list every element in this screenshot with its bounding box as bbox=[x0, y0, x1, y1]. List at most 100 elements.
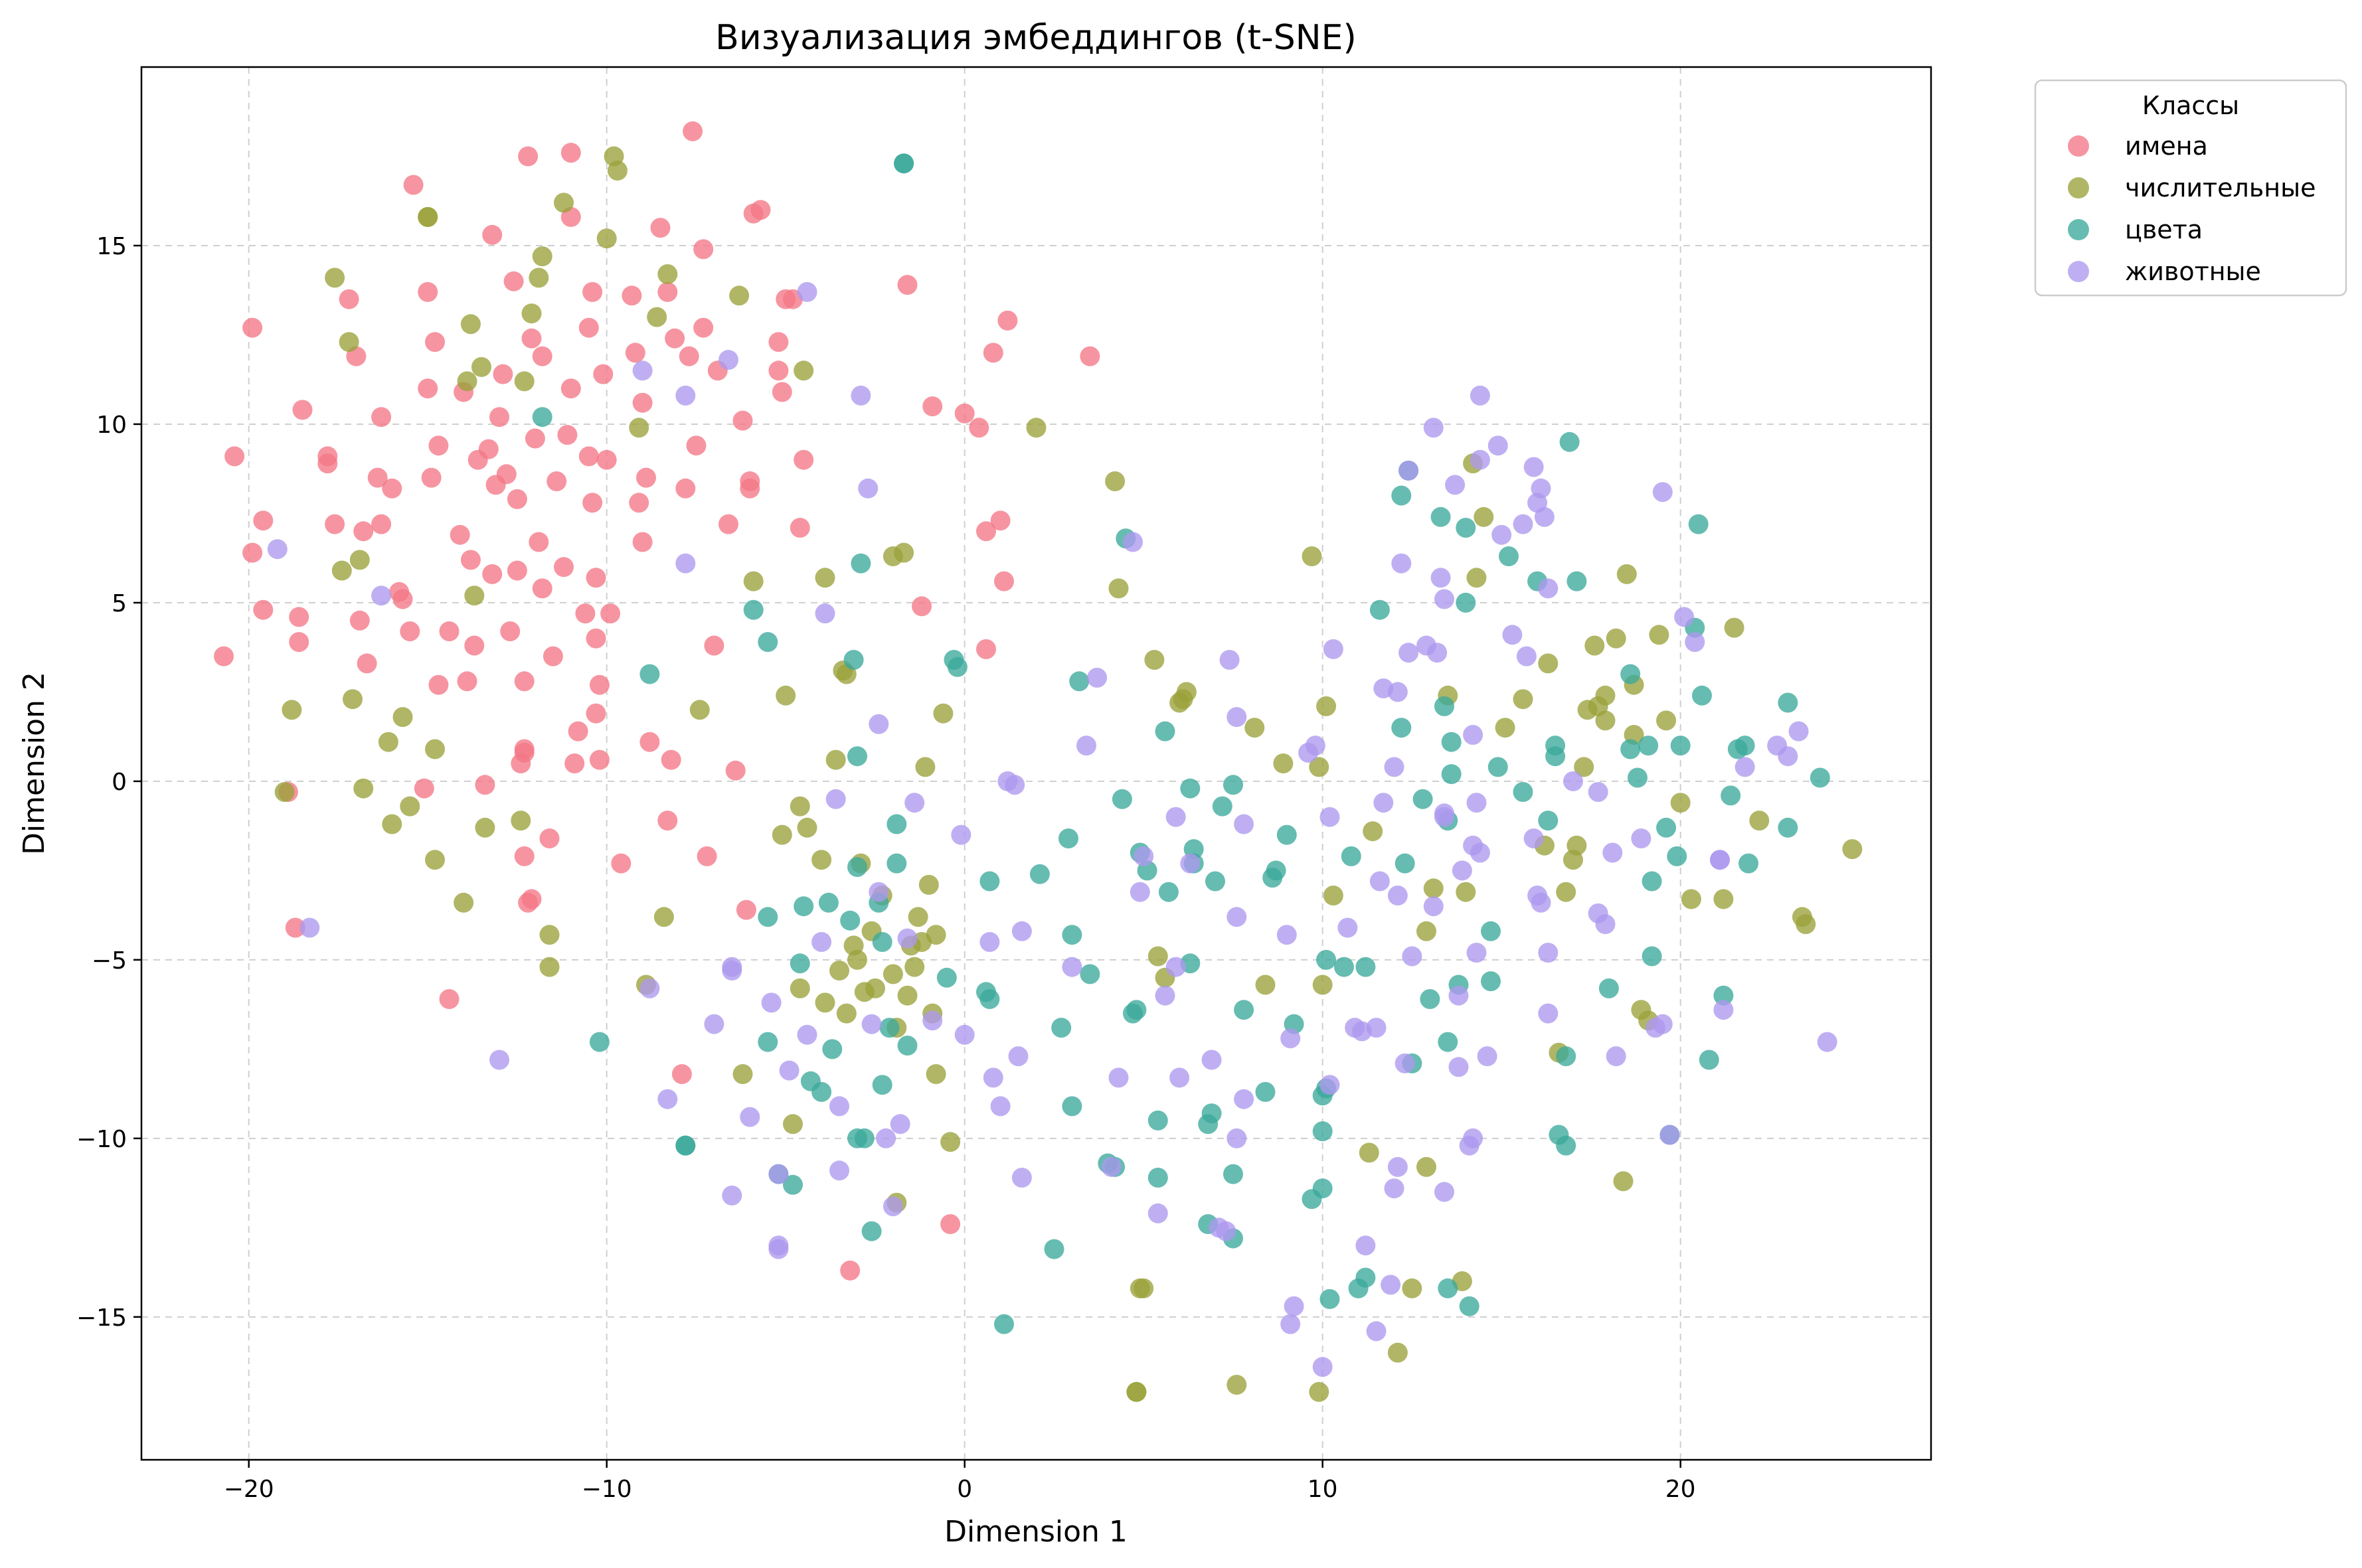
scatter-point bbox=[529, 268, 549, 288]
scatter-point bbox=[339, 289, 359, 309]
scatter-point bbox=[1502, 625, 1523, 645]
scatter-point bbox=[818, 892, 839, 913]
scatter-point bbox=[1226, 907, 1247, 927]
scatter-point bbox=[979, 871, 1000, 892]
scatter-point bbox=[564, 753, 585, 773]
scatter-point bbox=[589, 1032, 610, 1052]
scatter-point bbox=[496, 464, 517, 485]
scatter-point bbox=[1309, 1381, 1329, 1402]
scatter-point bbox=[1387, 1156, 1408, 1177]
scatter-point bbox=[1337, 917, 1358, 938]
scatter-point bbox=[1312, 975, 1333, 995]
scatter-point bbox=[665, 328, 685, 349]
scatter-point bbox=[1155, 721, 1175, 742]
scatter-point bbox=[1398, 643, 1419, 663]
scatter-point bbox=[560, 378, 581, 399]
scatter-point bbox=[922, 396, 943, 417]
scatter-point bbox=[1234, 814, 1254, 834]
scatter-point bbox=[1441, 732, 1462, 752]
scatter-point bbox=[242, 542, 263, 563]
scatter-point bbox=[371, 586, 392, 606]
scatter-point bbox=[1130, 882, 1150, 902]
scatter-point bbox=[1044, 1239, 1064, 1259]
scatter-point bbox=[1416, 1156, 1436, 1177]
scatter-point bbox=[1234, 1089, 1254, 1109]
scatter-point bbox=[1076, 736, 1096, 756]
scatter-point bbox=[1062, 925, 1082, 945]
scatter-point bbox=[865, 978, 885, 998]
scatter-point bbox=[1430, 507, 1451, 527]
scatter-point bbox=[1134, 846, 1154, 866]
scatter-point bbox=[1810, 767, 1830, 788]
scatter-point bbox=[1842, 839, 1863, 860]
scatter-point bbox=[890, 1114, 910, 1135]
scatter-point bbox=[1531, 892, 1551, 913]
scatter-point bbox=[1452, 860, 1472, 881]
scatter-point bbox=[450, 524, 470, 545]
scatter-point bbox=[1255, 975, 1276, 995]
scatter-point bbox=[425, 739, 445, 759]
scatter-point bbox=[1284, 1296, 1304, 1316]
scatter-point bbox=[582, 493, 603, 513]
scatter-point bbox=[1642, 871, 1662, 892]
scatter-point bbox=[1738, 853, 1759, 874]
scatter-point bbox=[894, 153, 914, 174]
scatter-point bbox=[1778, 692, 1798, 713]
scatter-point bbox=[1011, 921, 1032, 941]
scatter-point bbox=[704, 1014, 724, 1034]
scatter-point bbox=[1165, 807, 1186, 827]
scatter-point bbox=[1710, 850, 1730, 870]
y-tick-label: 5 bbox=[112, 590, 127, 617]
scatter-point bbox=[1523, 828, 1544, 848]
scatter-point bbox=[586, 703, 606, 724]
scatter-point bbox=[439, 621, 460, 641]
scatter-point bbox=[825, 789, 846, 809]
scatter-point bbox=[1108, 578, 1129, 599]
scatter-point bbox=[514, 846, 535, 866]
scatter-point bbox=[1323, 886, 1343, 905]
scatter-point bbox=[851, 385, 871, 406]
scatter-point bbox=[883, 964, 903, 984]
scatter-point bbox=[976, 639, 996, 659]
scatter-point bbox=[457, 371, 477, 392]
scatter-point bbox=[1584, 635, 1605, 656]
scatter-point bbox=[1305, 736, 1325, 756]
scatter-point bbox=[1513, 782, 1533, 802]
scatter-point bbox=[1470, 385, 1490, 406]
scatter-point bbox=[1545, 746, 1566, 767]
scatter-point bbox=[514, 742, 535, 763]
x-tick-label: −20 bbox=[224, 1476, 274, 1503]
scatter-point bbox=[1685, 632, 1705, 653]
scatter-point bbox=[797, 281, 817, 302]
scatter-point bbox=[1062, 1096, 1082, 1117]
scatter-point bbox=[693, 239, 714, 260]
scatter-point bbox=[886, 853, 907, 874]
scatter-point bbox=[1105, 471, 1126, 491]
legend-marker bbox=[2068, 135, 2089, 157]
scatter-point bbox=[267, 539, 288, 560]
scatter-point bbox=[1667, 846, 1687, 866]
scatter-point bbox=[543, 646, 563, 666]
scatter-point bbox=[1165, 957, 1186, 977]
scatter-point bbox=[811, 850, 832, 870]
scatter-point bbox=[1778, 746, 1798, 767]
scatter-point bbox=[400, 621, 420, 641]
scatter-point bbox=[1556, 882, 1576, 902]
scatter-point bbox=[525, 428, 545, 449]
scatter-point bbox=[1423, 418, 1444, 438]
scatter-point bbox=[1778, 817, 1798, 838]
scatter-point bbox=[1713, 985, 1734, 1006]
scatter-point bbox=[718, 350, 738, 370]
scatter-points bbox=[214, 121, 1863, 1402]
scatter-point bbox=[1226, 1128, 1247, 1148]
series-1 bbox=[274, 146, 1863, 1402]
scatter-point bbox=[1487, 435, 1508, 456]
scatter-point bbox=[1158, 882, 1179, 902]
scatter-point bbox=[1394, 853, 1415, 874]
scatter-point bbox=[1147, 1110, 1168, 1131]
scatter-point bbox=[1523, 457, 1544, 477]
scatter-point bbox=[1434, 589, 1454, 609]
series-0 bbox=[214, 121, 1100, 1281]
scatter-point bbox=[790, 978, 810, 998]
